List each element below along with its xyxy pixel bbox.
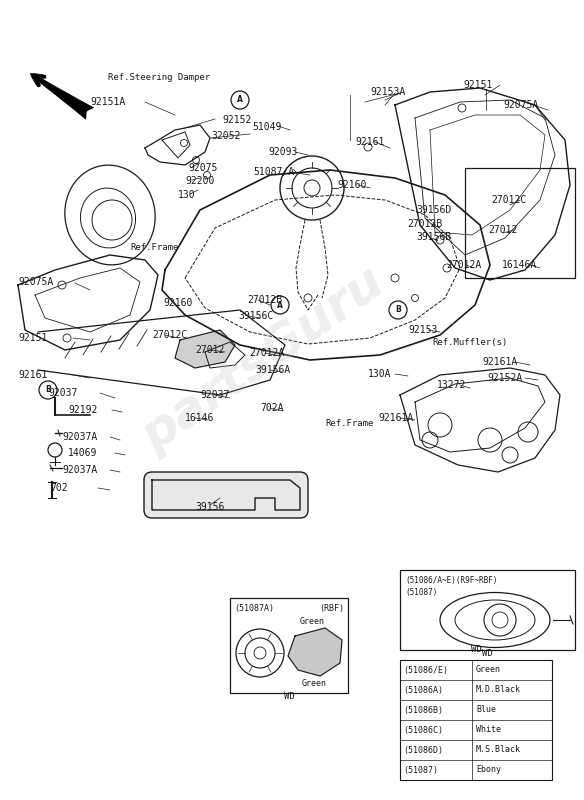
Text: 702A: 702A bbox=[260, 403, 283, 413]
Text: M.S.Black: M.S.Black bbox=[476, 746, 521, 754]
Text: Ref.Frame: Ref.Frame bbox=[325, 418, 373, 427]
Text: 92161: 92161 bbox=[355, 137, 384, 147]
Text: 39156B: 39156B bbox=[416, 232, 451, 242]
Text: 39156C: 39156C bbox=[238, 311, 273, 321]
Text: Ebony: Ebony bbox=[476, 766, 501, 774]
Text: 92075A: 92075A bbox=[18, 277, 53, 287]
Text: M.D.Black: M.D.Black bbox=[476, 686, 521, 694]
Text: 16146: 16146 bbox=[185, 413, 214, 423]
Text: 92161A: 92161A bbox=[378, 413, 413, 423]
Text: 92153: 92153 bbox=[408, 325, 437, 335]
Text: Green: Green bbox=[300, 617, 325, 626]
Text: 92037A: 92037A bbox=[62, 432, 98, 442]
Text: (51086/A~E)(R9F~RBF): (51086/A~E)(R9F~RBF) bbox=[405, 576, 498, 585]
Circle shape bbox=[364, 143, 372, 151]
Text: Ref.Frame: Ref.Frame bbox=[130, 243, 178, 253]
Text: (51086A): (51086A) bbox=[403, 686, 443, 694]
Text: WD: WD bbox=[471, 645, 481, 654]
Text: 92151: 92151 bbox=[18, 333, 47, 343]
Text: 27012C: 27012C bbox=[491, 195, 526, 205]
Text: 92200: 92200 bbox=[185, 176, 214, 186]
Text: Green: Green bbox=[476, 666, 501, 674]
Text: 130A: 130A bbox=[368, 369, 391, 379]
Circle shape bbox=[436, 236, 444, 244]
Text: 92152A: 92152A bbox=[487, 373, 522, 383]
Text: 92037: 92037 bbox=[200, 390, 230, 400]
Text: A: A bbox=[237, 95, 243, 105]
Text: 14069: 14069 bbox=[68, 448, 98, 458]
Text: 92075: 92075 bbox=[188, 163, 217, 173]
Text: B: B bbox=[45, 386, 51, 394]
Text: A: A bbox=[277, 301, 283, 310]
Circle shape bbox=[391, 274, 399, 282]
Text: 27012A: 27012A bbox=[446, 260, 481, 270]
Text: 39156D: 39156D bbox=[416, 205, 451, 215]
Text: (51087): (51087) bbox=[405, 588, 437, 597]
Text: 27012C: 27012C bbox=[152, 330, 187, 340]
Circle shape bbox=[193, 157, 200, 163]
Text: 51049: 51049 bbox=[252, 122, 281, 132]
Text: 27012: 27012 bbox=[488, 225, 517, 235]
Text: 27012B: 27012B bbox=[247, 295, 282, 305]
Polygon shape bbox=[175, 330, 235, 368]
Text: 92160: 92160 bbox=[163, 298, 192, 308]
Text: 92152: 92152 bbox=[222, 115, 251, 125]
Text: 92093: 92093 bbox=[268, 147, 297, 157]
Text: Blue: Blue bbox=[476, 706, 496, 714]
Polygon shape bbox=[288, 628, 342, 676]
Text: partsGuru: partsGuru bbox=[133, 258, 393, 462]
Text: 92037A: 92037A bbox=[62, 465, 98, 475]
Text: (51086C): (51086C) bbox=[403, 726, 443, 734]
Text: B: B bbox=[395, 306, 401, 314]
Text: (51086D): (51086D) bbox=[403, 746, 443, 754]
Text: (51086/E): (51086/E) bbox=[403, 666, 448, 674]
Circle shape bbox=[203, 171, 210, 178]
Text: Green: Green bbox=[302, 679, 327, 688]
Text: 92037: 92037 bbox=[48, 388, 77, 398]
Bar bbox=[230, 598, 348, 693]
Circle shape bbox=[412, 294, 419, 302]
Text: White: White bbox=[476, 726, 501, 734]
Text: 92075A: 92075A bbox=[503, 100, 538, 110]
Text: 27012B: 27012B bbox=[407, 219, 442, 229]
Text: 39156: 39156 bbox=[195, 502, 224, 512]
Text: 92151A: 92151A bbox=[90, 97, 125, 107]
Polygon shape bbox=[152, 480, 300, 510]
Circle shape bbox=[180, 139, 187, 146]
Circle shape bbox=[304, 294, 312, 302]
Text: Ref.Steering Damper: Ref.Steering Damper bbox=[108, 74, 210, 82]
Circle shape bbox=[443, 264, 451, 272]
Text: 92192: 92192 bbox=[68, 405, 98, 415]
Text: (51087A): (51087A) bbox=[234, 604, 274, 613]
Text: 51087/A: 51087/A bbox=[253, 167, 294, 177]
Text: WD: WD bbox=[482, 649, 493, 658]
Bar bbox=[400, 570, 575, 650]
Text: WD: WD bbox=[284, 692, 294, 701]
Bar bbox=[400, 660, 552, 780]
Text: 130: 130 bbox=[178, 190, 196, 200]
Text: Ref.Muffler(s): Ref.Muffler(s) bbox=[432, 338, 507, 346]
FancyBboxPatch shape bbox=[144, 472, 308, 518]
Text: 92151: 92151 bbox=[463, 80, 492, 90]
Text: 27012A: 27012A bbox=[249, 348, 284, 358]
Circle shape bbox=[63, 334, 71, 342]
Text: (51087): (51087) bbox=[403, 766, 438, 774]
Bar bbox=[465, 168, 575, 278]
Text: 92161: 92161 bbox=[18, 370, 47, 380]
Text: 32052: 32052 bbox=[211, 131, 241, 141]
Text: 27012: 27012 bbox=[195, 345, 224, 355]
Text: (51086B): (51086B) bbox=[403, 706, 443, 714]
Text: 13272: 13272 bbox=[437, 380, 467, 390]
Text: 92160: 92160 bbox=[337, 180, 366, 190]
Text: 92161A: 92161A bbox=[482, 357, 517, 367]
Text: 702: 702 bbox=[50, 483, 68, 493]
Text: 92153A: 92153A bbox=[370, 87, 405, 97]
Text: (RBF): (RBF) bbox=[319, 604, 344, 613]
Circle shape bbox=[458, 104, 466, 112]
Circle shape bbox=[58, 281, 66, 289]
Text: 39156A: 39156A bbox=[255, 365, 290, 375]
Text: 16146A: 16146A bbox=[502, 260, 537, 270]
